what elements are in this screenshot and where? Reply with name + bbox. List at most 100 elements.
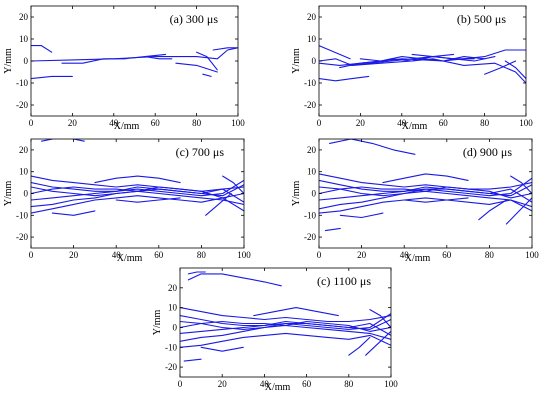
trajectory-line-5 (31, 186, 244, 203)
x-tick-label: 80 (480, 118, 490, 128)
panel-title: (b) 500 μs (457, 12, 506, 26)
y-tick-label: -10 (304, 210, 316, 220)
series-group (31, 139, 244, 216)
trajectory-line-6 (180, 320, 391, 332)
panel-title: (c) 1100 μs (317, 274, 371, 288)
y-axis-label: Y/mm (3, 181, 14, 207)
trajectory-line-5 (319, 186, 532, 203)
trajectory-line-3 (31, 190, 244, 208)
y-tick-label: -20 (304, 232, 316, 242)
trajectory-line-3 (61, 56, 173, 64)
subplot-1: 0 20 40 60 80 100 -20 -10 0 10 20 X/mm Y/mm (b) 500 μ… (291, 5, 533, 132)
x-tick-label: 80 (344, 379, 354, 389)
trajectory-line-10 (51, 210, 96, 216)
trajectory-line-11 (324, 227, 341, 232)
trajectory-line-4 (319, 184, 532, 197)
y-axis-label: Y/mm (152, 310, 163, 336)
y-tick-label: 20 (168, 283, 178, 293)
x-tick-label: 60 (302, 379, 312, 389)
trajectory-line-0 (31, 47, 238, 62)
trajectory-line-1 (319, 197, 532, 214)
trajectory-line-6 (31, 186, 244, 199)
y-tick-label: 10 (307, 34, 317, 44)
trajectory-line-11 (183, 358, 202, 362)
trajectory-line-4 (180, 318, 391, 330)
panel-title: (a) 300 μs (170, 12, 219, 26)
x-tick-label: 20 (357, 250, 367, 260)
subplot-4: 0 20 40 60 80 100 -20 -10 0 10 20 X/mm Y/mm (c) 1100 … (152, 267, 398, 393)
x-tick-label: 0 (317, 250, 322, 260)
trajectory-line-3 (319, 190, 532, 210)
y-tick-label: 10 (168, 303, 178, 313)
y-tick-label: 20 (19, 145, 29, 155)
trajectory-line-10 (200, 346, 244, 352)
trajectory-line-9 (115, 197, 181, 203)
trajectory-line-9 (484, 60, 517, 75)
trajectory-line-5 (180, 320, 391, 336)
x-tick-label: 100 (519, 118, 533, 128)
series-group (31, 45, 238, 80)
trajectory-line-8 (187, 271, 206, 275)
trajectory-line-9 (403, 197, 469, 203)
trajectory-line-2 (31, 179, 244, 197)
trajectory-line-7 (41, 139, 85, 142)
trajectory-line-4 (339, 60, 382, 69)
panel-title: (d) 900 μs (463, 145, 512, 159)
y-axis-label: Y/mm (291, 181, 302, 207)
trajectory-line-11 (205, 192, 232, 216)
x-tick-label: 20 (69, 250, 79, 260)
y-tick-label: -20 (165, 362, 177, 372)
y-tick-label: 0 (312, 189, 317, 199)
trajectory-line-5 (175, 62, 218, 73)
x-tick-label: 60 (439, 118, 449, 128)
x-tick-label: 80 (485, 250, 495, 260)
trajectory-line-10 (339, 212, 384, 219)
subplot-0: 0 20 40 60 80 100 -20 -10 0 10 20 X/mm Y/mm (a) 300 μ… (3, 5, 245, 132)
trajectory-line-8 (212, 47, 238, 51)
x-tick-label: 20 (68, 118, 78, 128)
trajectory-line-6 (319, 186, 532, 199)
trajectory-line-8 (411, 53, 455, 58)
x-tick-label: 100 (525, 250, 539, 260)
x-tick-label: 40 (109, 118, 119, 128)
y-axis-label: Y/mm (3, 48, 14, 74)
plot-frame (179, 267, 392, 378)
series-group (319, 139, 532, 232)
x-tick-label: 0 (178, 379, 183, 389)
y-tick-label: 10 (19, 34, 29, 44)
y-tick-label: -20 (16, 232, 28, 242)
trajectory-line-1 (31, 195, 244, 214)
trajectory-line-7 (187, 273, 282, 287)
y-tick-label: 10 (307, 167, 317, 177)
x-axis-label: X/mm (405, 253, 431, 264)
trajectory-line-12 (222, 175, 244, 195)
series-group (180, 271, 391, 362)
series-group (319, 45, 526, 84)
trajectory-line-12 (478, 199, 507, 221)
y-tick-label: -20 (16, 100, 28, 110)
trajectory-line-2 (319, 45, 351, 60)
trajectory-line-7 (329, 139, 416, 155)
x-tick-label: 20 (218, 379, 228, 389)
trajectory-line-0 (180, 307, 391, 323)
trajectory-line-0 (31, 175, 244, 192)
y-tick-label: -10 (16, 78, 28, 88)
trajectory-line-13 (365, 330, 391, 356)
trajectory-line-2 (31, 75, 73, 80)
subplot-3: 0 20 40 60 80 100 -20 -10 0 10 20 X/mm Y/mm (d) 900 μ… (291, 138, 539, 264)
trajectory-line-8 (94, 175, 181, 184)
y-tick-label: -10 (304, 78, 316, 88)
trajectory-line-13 (505, 197, 532, 225)
y-tick-label: 0 (24, 56, 29, 66)
x-tick-label: 80 (192, 118, 202, 128)
subplot-2: 0 20 40 60 80 100 -20 -10 0 10 20 X/mm Y/mm (c) 700 μ… (3, 138, 251, 264)
x-tick-label: 60 (151, 118, 161, 128)
x-tick-label: 100 (384, 379, 398, 389)
y-tick-label: 0 (173, 322, 178, 332)
x-tick-label: 80 (197, 250, 207, 260)
trajectory-line-4 (144, 53, 167, 58)
trajectory-line-1 (319, 58, 526, 84)
trajectory-line-1 (180, 332, 391, 348)
x-tick-label: 60 (154, 250, 164, 260)
y-axis-label: Y/mm (291, 48, 302, 74)
